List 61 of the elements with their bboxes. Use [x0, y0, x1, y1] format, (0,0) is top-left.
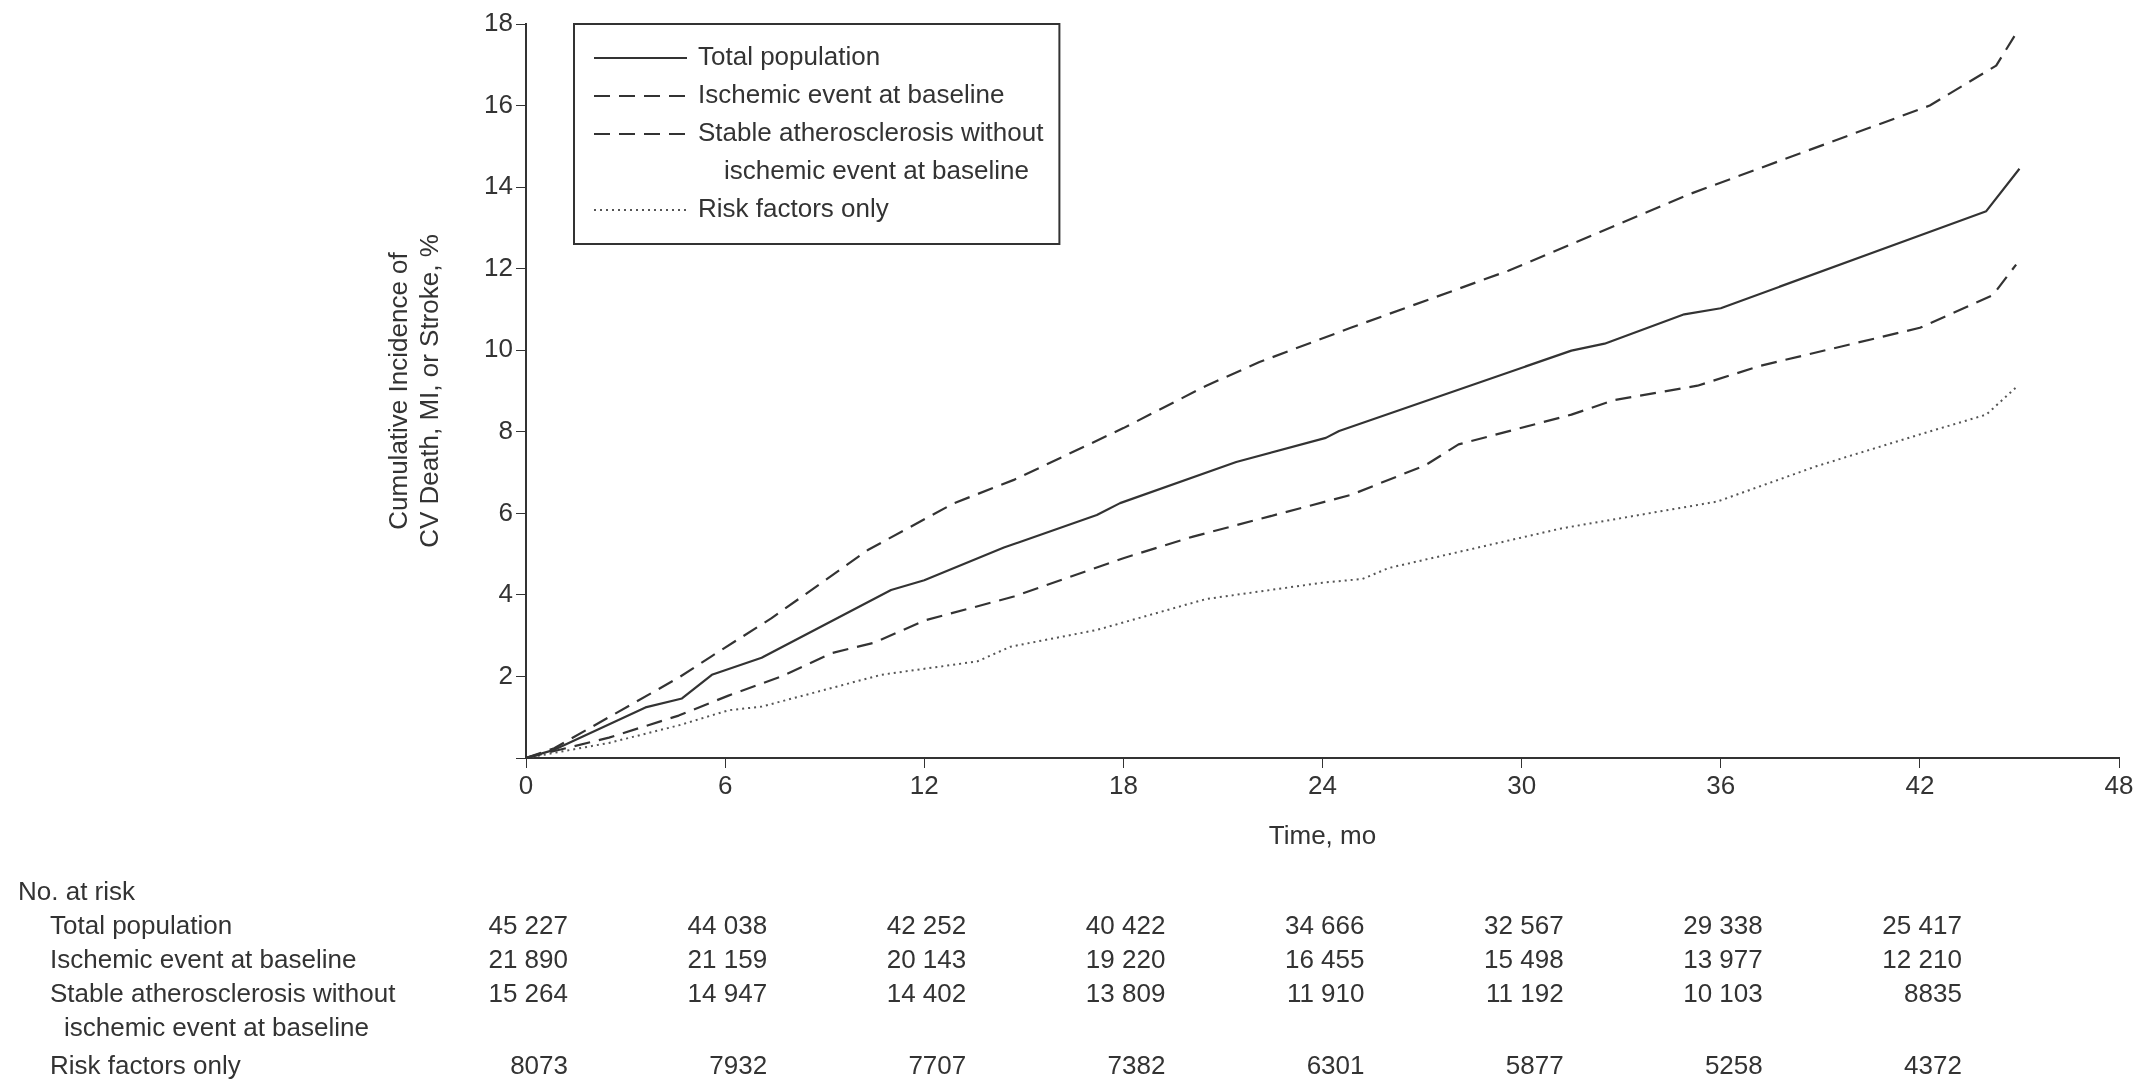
text: 20 143: [886, 943, 967, 976]
x-tick-label: 6: [717, 769, 733, 800]
text: 25 417: [1882, 909, 1962, 942]
text: 44 038: [687, 909, 768, 942]
x-tick-label: 42: [1905, 769, 1935, 800]
text: 13 977: [1683, 943, 1763, 976]
y-tick-label: 8: [498, 414, 513, 445]
text: 42 252: [886, 909, 967, 942]
text: 11 192: [1486, 977, 1564, 1010]
text: 8835: [1904, 977, 1962, 1010]
x-tick-label: 24: [1308, 769, 1337, 800]
y-tick-label: 18: [484, 7, 513, 38]
text: 34 666: [1284, 909, 1365, 942]
text: 10 103: [1683, 977, 1763, 1010]
text: 5258: [1704, 1049, 1763, 1082]
y-tick-label: 10: [484, 333, 513, 364]
text: No. at risk: [18, 875, 136, 908]
text: 21 159: [687, 943, 768, 976]
text: 11 910: [1286, 977, 1365, 1010]
y-tick-label: 12: [484, 251, 513, 282]
legend-label: Risk factors only: [698, 193, 889, 224]
text: 29 338: [1683, 909, 1763, 942]
text: 21 890: [488, 943, 568, 976]
text: 15 264: [488, 977, 568, 1010]
legend-label: Total population: [698, 41, 881, 72]
text: Stable atherosclerosis without ischemic event at baseline: [50, 977, 396, 1044]
x-tick-label: 30: [1507, 769, 1537, 800]
text: 5877: [1505, 1049, 1564, 1082]
y-tick-label: 16: [484, 88, 513, 119]
text: 7932: [709, 1049, 768, 1082]
text: 6301: [1306, 1049, 1365, 1082]
x-tick-label: 18: [1108, 769, 1138, 800]
text: 16 455: [1284, 943, 1365, 976]
y-tick-label: 14: [484, 170, 513, 201]
legend-label: Ischemic event at baseline: [698, 79, 1005, 110]
text: 12 210: [1882, 943, 1962, 976]
y-axis-title: Cumulative Incidence of CV Death, MI, or Stroke, %: [382, 234, 444, 548]
x-tick-label: 0: [518, 769, 534, 800]
text: 45 227: [488, 909, 568, 942]
x-axis-title: Time, mo: [1268, 819, 1377, 850]
text: 32 567: [1484, 909, 1564, 942]
legend-label: Stable atherosclerosis without ischemic event at baseline: [698, 117, 1045, 186]
text: 13 809: [1085, 977, 1166, 1010]
text: Total population: [50, 909, 233, 942]
y-tick-label: 6: [498, 496, 513, 527]
text: 14 402: [886, 977, 967, 1010]
text: 8073: [510, 1049, 568, 1082]
text: Risk factors only: [50, 1049, 241, 1082]
text: 7707: [908, 1049, 967, 1082]
text: 4372: [1904, 1049, 1962, 1082]
text: 40 422: [1085, 909, 1166, 942]
text: 15 498: [1484, 943, 1564, 976]
x-tick-label: 36: [1706, 769, 1736, 800]
x-tick-label: 48: [2104, 769, 2134, 800]
text: 19 220: [1085, 943, 1166, 976]
text: 7382: [1107, 1049, 1166, 1082]
x-tick-label: 12: [909, 769, 939, 800]
y-tick-label: 2: [498, 659, 513, 690]
text: 14 947: [687, 977, 768, 1010]
y-tick-label: 4: [498, 578, 513, 609]
text: Ischemic event at baseline: [50, 943, 357, 976]
